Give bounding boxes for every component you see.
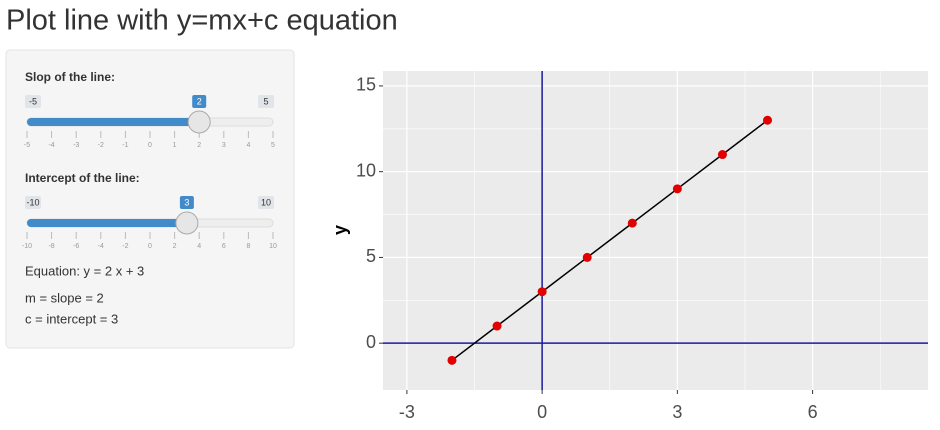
data-line bbox=[451, 119, 768, 361]
slider-handle[interactable] bbox=[187, 110, 211, 134]
slider-max-badge bbox=[258, 196, 274, 209]
plot-panel bbox=[383, 71, 928, 390]
slider-min: -5 bbox=[29, 96, 37, 106]
slider-max: 10 bbox=[261, 197, 271, 207]
y-axis-label: y bbox=[330, 225, 350, 235]
slider-tick-label: 6 bbox=[222, 243, 226, 250]
slider-tick-label: 0 bbox=[148, 142, 152, 149]
slider-tick-label: -4 bbox=[98, 243, 104, 250]
slider-max: 5 bbox=[263, 96, 268, 106]
slider-tick-label: 4 bbox=[246, 142, 250, 149]
slider-bar bbox=[27, 118, 200, 126]
slider-max-badge bbox=[258, 95, 274, 108]
slider-tick-label: 8 bbox=[246, 243, 250, 250]
data-point bbox=[627, 218, 637, 228]
slider-tick-label: 3 bbox=[222, 142, 226, 149]
slider-tick-label: 1 bbox=[173, 142, 177, 149]
slider-tick-label: -5 bbox=[24, 142, 30, 149]
slider-value: 3 bbox=[184, 197, 189, 207]
slider-tick-label: 2 bbox=[173, 243, 177, 250]
data-point bbox=[763, 115, 773, 125]
y-tick-label: 15 bbox=[356, 75, 376, 95]
slider-min: -10 bbox=[26, 197, 39, 207]
slider-tick-label: -6 bbox=[73, 243, 79, 250]
data-point bbox=[582, 252, 592, 262]
slope-text: m = slope = 2 bbox=[25, 290, 104, 305]
slider-tick-label: -2 bbox=[122, 243, 128, 250]
slider-value-badge bbox=[179, 196, 194, 209]
x-tick-label: -3 bbox=[399, 402, 415, 422]
y-tick-label: 5 bbox=[366, 246, 376, 266]
y-tick-label: 10 bbox=[356, 160, 376, 180]
slider-tick-label: -10 bbox=[22, 243, 32, 250]
slider-tick-label: -4 bbox=[48, 142, 54, 149]
slider-tick-label: -2 bbox=[98, 142, 104, 149]
data-point bbox=[447, 355, 457, 365]
y-tick-label: 0 bbox=[366, 332, 376, 352]
data-point bbox=[537, 287, 547, 297]
slider-value: 2 bbox=[197, 96, 202, 106]
slider-bar bbox=[27, 219, 187, 227]
slider-label: Slop of the line: bbox=[25, 70, 115, 84]
equation-text: Equation: y = 2 x + 3 bbox=[25, 263, 144, 278]
x-tick-label: 0 bbox=[537, 402, 547, 422]
slider-tick-label: 2 bbox=[197, 142, 201, 149]
slider-min-badge bbox=[25, 95, 41, 108]
slider-tick-label: -8 bbox=[48, 243, 54, 250]
page-title: Plot line with y=mx+c equation bbox=[6, 5, 398, 37]
intercept-text: c = intercept = 3 bbox=[25, 311, 118, 326]
slider-tick-label: 10 bbox=[269, 243, 277, 250]
slider-tick-label: -1 bbox=[122, 142, 128, 149]
slider-handle[interactable] bbox=[175, 211, 199, 235]
x-tick-label: 3 bbox=[672, 402, 682, 422]
data-point bbox=[492, 321, 502, 331]
data-point bbox=[717, 150, 727, 160]
data-point bbox=[672, 184, 682, 194]
slider-label: Intercept of the line: bbox=[25, 171, 140, 185]
slider-min-badge bbox=[25, 196, 41, 209]
slider-tick-label: 4 bbox=[197, 243, 201, 250]
slider-value-badge bbox=[192, 95, 207, 108]
slider-tick-label: 0 bbox=[148, 243, 152, 250]
slider-tick-label: -3 bbox=[73, 142, 79, 149]
x-tick-label: 6 bbox=[808, 402, 818, 422]
slider-tick-label: 5 bbox=[271, 142, 275, 149]
